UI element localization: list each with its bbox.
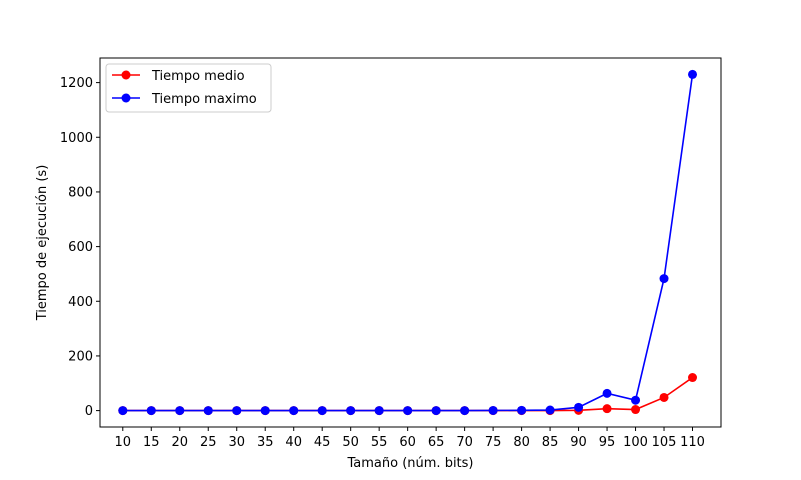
data-point-tiempo-maximo [175,406,185,416]
x-axis: 10 15 20 25 30 35 40 45 50 55 60 65 70 75 80 85 90 95 100 1… [115,427,705,450]
x-tick-label: 25 [200,435,217,450]
x-tick-label: 70 [456,435,473,450]
x-tick-label: 105 [652,435,677,450]
data-point-tiempo-maximo [260,406,270,416]
x-tick-label: 85 [542,435,559,450]
legend-marker-tiempo-medio [121,70,131,80]
data-point-tiempo-maximo [118,406,128,416]
data-point-tiempo-medio [631,405,641,415]
x-tick-label: 95 [599,435,616,450]
data-point-tiempo-maximo [460,406,470,416]
x-tick-label: 15 [143,435,160,450]
plot-frame [99,57,722,428]
data-point-tiempo-maximo [374,406,384,416]
data-point-tiempo-maximo [289,406,299,416]
x-tick-label: 20 [171,435,188,450]
data-point-tiempo-medio [602,404,612,414]
y-tick-label: 400 [68,295,93,310]
y-tick-label: 0 [85,404,93,419]
data-point-tiempo-maximo [631,395,641,405]
x-axis-label: Tamaño (núm. bits) [347,456,474,471]
x-tick-label: 65 [428,435,445,450]
plot-area [100,58,721,427]
data-point-tiempo-maximo [146,406,156,416]
legend-label-tiempo-maximo: Tiempo maximo [151,92,257,107]
data-point-tiempo-maximo [431,406,441,416]
data-point-tiempo-medio [688,373,698,383]
data-point-tiempo-maximo [232,406,242,416]
x-tick-label: 55 [371,435,388,450]
data-point-tiempo-maximo [574,402,584,412]
data-point-tiempo-maximo [688,69,698,79]
data-point-tiempo-maximo [488,405,498,415]
x-tick-label: 40 [285,435,302,450]
legend-label-tiempo-medio: Tiempo medio [151,69,245,84]
series-layer [118,69,698,416]
y-tick-label: 800 [68,185,93,200]
x-tick-label: 90 [570,435,587,450]
data-point-tiempo-maximo [659,274,669,284]
legend-marker-tiempo-maximo [121,93,131,103]
data-point-tiempo-maximo [203,406,213,416]
x-tick-label: 30 [228,435,245,450]
series-tiempo-maximo [118,69,698,416]
x-tick-label: 45 [314,435,331,450]
x-tick-label: 110 [680,435,705,450]
legend-frame [105,63,272,113]
y-tick-label: 600 [68,240,93,255]
y-tick-label: 200 [68,349,93,364]
data-point-tiempo-maximo [517,405,527,415]
x-tick-label: 10 [115,435,132,450]
data-point-tiempo-maximo [602,388,612,398]
x-tick-label: 35 [257,435,274,450]
x-tick-label: 100 [623,435,648,450]
y-tick-label: 1200 [60,76,93,91]
y-axis-label: Tiempo de ejecución (s) [35,165,50,322]
data-point-tiempo-maximo [317,406,327,416]
x-tick-label: 75 [485,435,502,450]
data-point-tiempo-medio [659,392,669,402]
data-point-tiempo-maximo [403,406,413,416]
y-axis: 0 200 400 600 800 1000 1200 [60,76,100,419]
legend: Tiempo medio Tiempo maximo [105,63,272,113]
data-point-tiempo-maximo [346,406,356,416]
data-point-tiempo-maximo [545,405,555,415]
x-tick-label: 80 [513,435,530,450]
x-tick-label: 50 [342,435,359,450]
y-tick-label: 1000 [60,131,93,146]
x-tick-label: 60 [399,435,416,450]
